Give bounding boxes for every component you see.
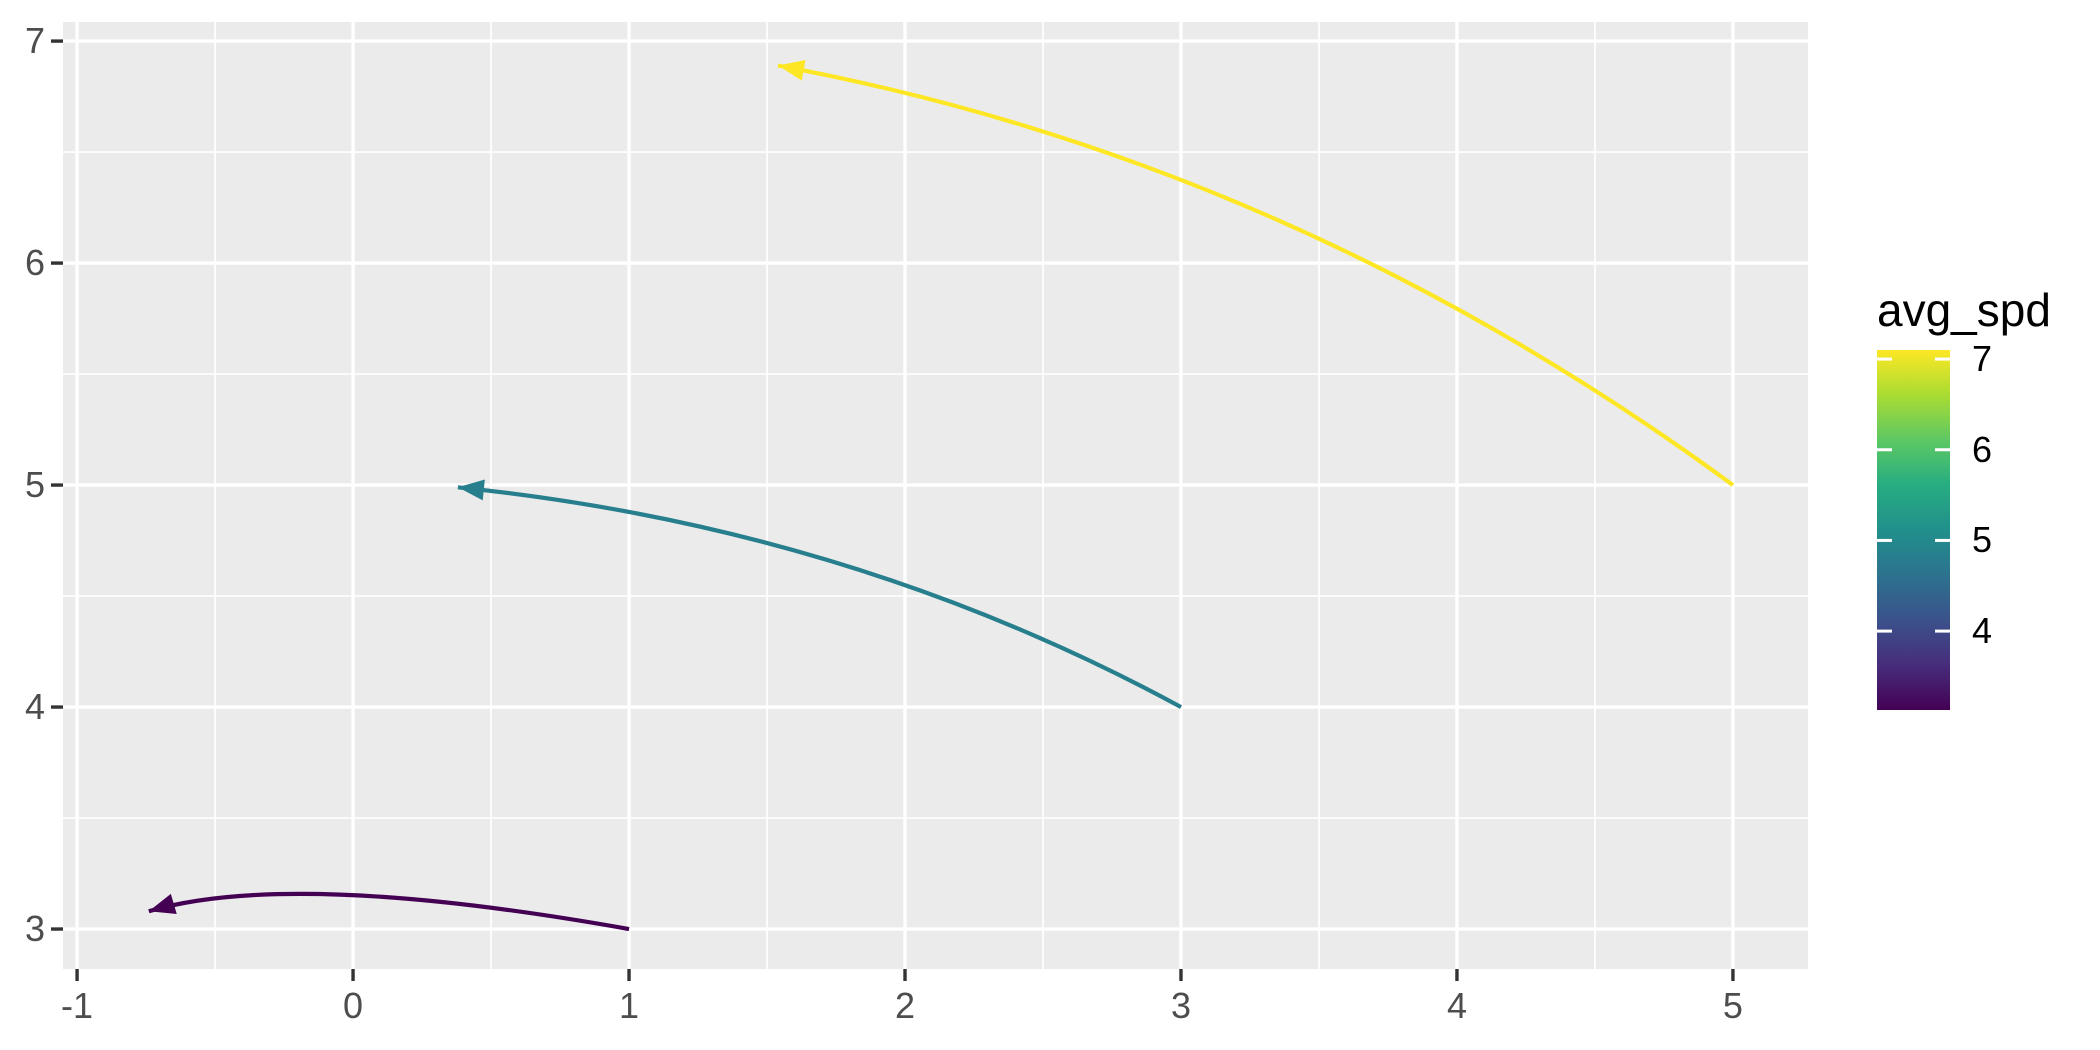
legend-tick-label: 7 [1972, 338, 1993, 380]
legend-title: avg_spd [1877, 284, 2051, 336]
y-tick-label: 5 [24, 464, 45, 506]
x-tick-label: 4 [1446, 985, 1467, 1026]
legend-colorbar [1877, 350, 1950, 710]
x-tick-label: -1 [61, 985, 94, 1026]
arrow-low-arrowhead [148, 893, 177, 915]
arrow-low-curve [148, 891, 630, 932]
x-tick-label: 0 [343, 985, 364, 1026]
y-tick-label: 3 [24, 908, 45, 950]
arrow-high-arrowhead [778, 59, 806, 81]
x-tick-label: 1 [619, 985, 640, 1026]
arrow-mid-arrowhead [457, 479, 485, 501]
arrow-mid-curve [457, 485, 1182, 709]
y-tick-label: 7 [24, 20, 45, 62]
legend-tick-label: 4 [1972, 610, 1993, 652]
x-tick-label: 2 [894, 985, 916, 1026]
x-tick-label: 5 [1722, 985, 1743, 1026]
x-tick-label: 3 [1170, 985, 1191, 1026]
y-tick-label: 6 [24, 242, 45, 284]
arrow-high-curve [777, 63, 1735, 487]
y-tick-label: 4 [24, 686, 45, 728]
legend-tick-label: 5 [1972, 519, 1993, 561]
plot-panel [63, 22, 1808, 969]
legend-tick-label: 6 [1972, 428, 1993, 470]
